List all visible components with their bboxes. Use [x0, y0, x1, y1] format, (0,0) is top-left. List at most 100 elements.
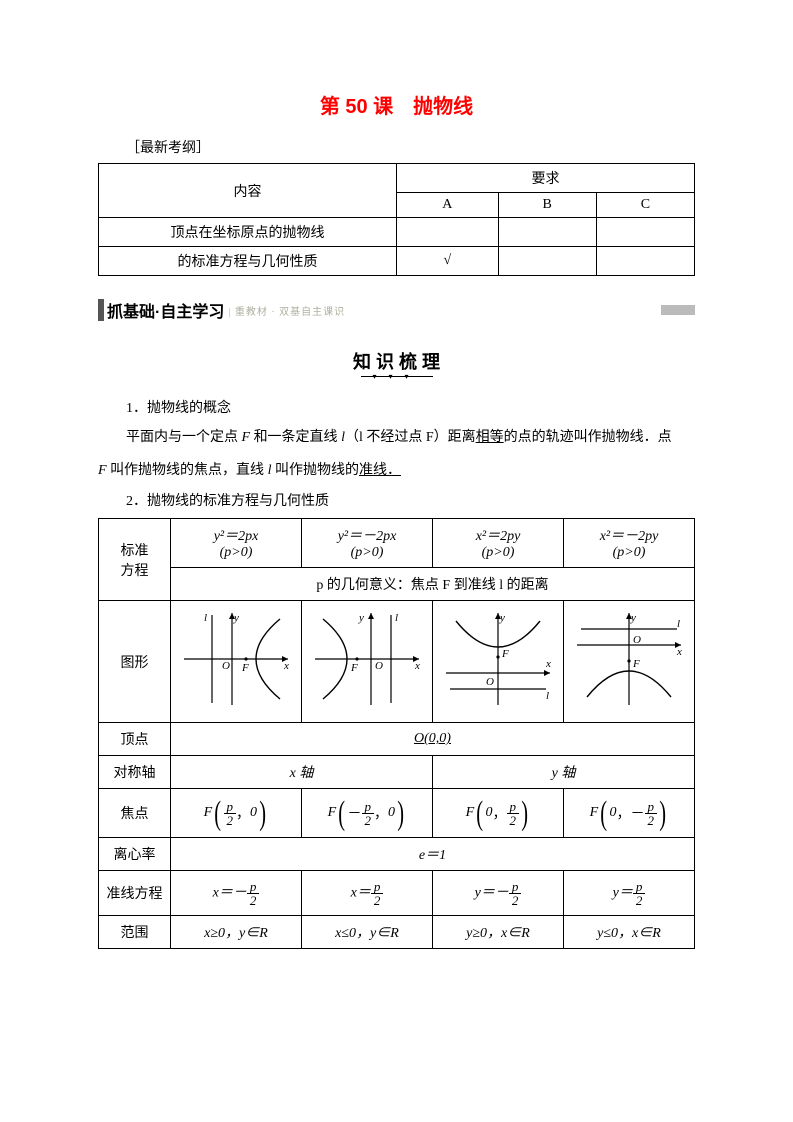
svg-text:y: y [499, 612, 505, 624]
p-meaning-text: p 的几何意义：焦点 F 到准线 l 的距离 [316, 578, 548, 593]
eq0-eq: y²＝2px [214, 529, 259, 544]
s1-l2a: 叫作抛物线的焦点，直线 [107, 463, 268, 478]
f3-sign: － [631, 803, 645, 823]
axis-x: x 轴 [171, 756, 433, 789]
f3-num: p [645, 800, 658, 814]
s1-F: F [242, 430, 251, 445]
req-col-c: C [596, 193, 694, 218]
bar-accent-icon [98, 299, 104, 321]
s1-F2: F [98, 463, 107, 478]
graph-0: l y x O F [171, 601, 302, 723]
focus-3: F(0，－p2) [564, 789, 695, 838]
ecc-val: e＝1 [171, 838, 695, 871]
d2-den: 2 [509, 894, 522, 907]
d0-den: 2 [247, 894, 260, 907]
f1-b: 0 [388, 805, 395, 821]
eq-2: x²＝2py(p>0) [433, 519, 564, 568]
label-graph: 图形 [99, 601, 171, 723]
d3-num: p [633, 880, 646, 894]
svg-text:O: O [375, 660, 383, 672]
r2: y≥0，x∈R [466, 926, 530, 941]
s1-paren: （l 不经过点 F） [345, 430, 448, 445]
knowledge-title: 知 识 梳 理 [98, 348, 695, 374]
svg-text:x: x [676, 646, 682, 658]
graph-2: y x O l F [433, 601, 564, 723]
eq0-cond: (p>0) [220, 545, 253, 560]
req-row0-content: 顶点在坐标原点的抛物线 [99, 218, 397, 247]
axis-x-text: x 轴 [290, 766, 314, 781]
eq2-eq: x²＝2py [476, 529, 521, 544]
r0: x≥0，y∈R [204, 926, 268, 941]
eq1-eq: y²＝－2px [338, 529, 397, 544]
s1-zhunxian: 准线． [359, 463, 401, 478]
eq-0: y²＝2px(p>0) [171, 519, 302, 568]
svg-text:F: F [241, 662, 249, 674]
f2-den: 2 [507, 814, 520, 827]
svg-text:l: l [204, 612, 207, 624]
section1-heading: 1．抛物线的概念 [98, 397, 695, 417]
ecc-text: e＝1 [419, 848, 446, 863]
s1-mid2: 距离 [448, 430, 476, 445]
f3-den: 2 [645, 814, 658, 827]
f1-sign: － [348, 803, 362, 823]
d0-lhs: x＝－ [213, 885, 247, 900]
knowledge-underline-icon [361, 376, 433, 381]
focus-2: F(0，p2) [433, 789, 564, 838]
parabola-left-icon: l y x O F [307, 607, 427, 711]
svg-text:x: x [283, 660, 289, 672]
d3-den: 2 [633, 894, 646, 907]
eq3-cond: (p>0) [613, 545, 646, 560]
req-row0-a [397, 218, 499, 247]
bar-right-icon [661, 305, 695, 315]
range-1: x≤0，y∈R [302, 916, 433, 949]
svg-text:l: l [677, 618, 680, 630]
r3: y≤0，x∈R [597, 926, 661, 941]
label-directrix: 准线方程 [99, 871, 171, 916]
d1-den: 2 [371, 894, 384, 907]
table-row: 顶点在坐标原点的抛物线 [99, 218, 695, 247]
s1-mid1: 和一条定直线 [250, 430, 341, 445]
d0-num: p [247, 880, 260, 894]
f1-den: 2 [362, 814, 375, 827]
f1-pre: F [328, 805, 337, 821]
eq2-cond: (p>0) [482, 545, 515, 560]
svg-text:x: x [414, 660, 420, 672]
req-col-b: B [498, 193, 596, 218]
req-header-req: 要求 [397, 164, 695, 193]
directrix-0: x＝－p2 [171, 871, 302, 916]
section-bar-sub: | 重教材 · 双基自主课识 [228, 303, 345, 318]
f3-b: 0 [610, 805, 617, 821]
requirements-table: 内容 要求 A B C 顶点在坐标原点的抛物线 的标准方程与几何性质 √ [98, 163, 695, 276]
f3-pre: F [590, 805, 599, 821]
s1-equal: 相等 [476, 430, 504, 445]
properties-table: 标准 方程 y²＝2px(p>0) y²＝－2px(p>0) x²＝2py(p>… [98, 518, 695, 949]
section1-body-line2: F 叫作抛物线的焦点，直线 l 叫作抛物线的准线． [98, 458, 695, 485]
label-std-eq: 标准 方程 [99, 519, 171, 601]
directrix-1: x＝p2 [302, 871, 433, 916]
f0-num: p [224, 800, 237, 814]
directrix-2: y＝－p2 [433, 871, 564, 916]
svg-text:O: O [633, 634, 641, 646]
range-0: x≥0，y∈R [171, 916, 302, 949]
page-title: 第 50 课 抛物线 [98, 90, 695, 119]
f2-num: p [507, 800, 520, 814]
req-row0-b [498, 218, 596, 247]
section-bar-title: 抓基础·自主学习 [107, 298, 224, 322]
svg-text:y: y [358, 612, 364, 624]
f2-pre: F [466, 805, 475, 821]
f2-b: 0 [486, 805, 493, 821]
req-col-a: A [397, 193, 499, 218]
svg-text:x: x [545, 658, 551, 670]
graph-3: y x O l F [564, 601, 695, 723]
s1-post1: 的点的轨迹叫作抛物线．点 [504, 430, 672, 445]
svg-text:F: F [501, 648, 509, 660]
f0-b: 0 [250, 805, 257, 821]
section2-heading: 2．抛物线的标准方程与几何性质 [98, 490, 695, 510]
f0-den: 2 [224, 814, 237, 827]
f1-num: p [362, 800, 375, 814]
label-range: 范围 [99, 916, 171, 949]
table-row: 的标准方程与几何性质 √ [99, 247, 695, 276]
d2-lhs: y＝－ [475, 885, 509, 900]
range-3: y≤0，x∈R [564, 916, 695, 949]
d2-num: p [509, 880, 522, 894]
